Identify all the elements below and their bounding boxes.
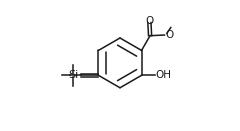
Text: O: O	[145, 16, 154, 26]
Text: Si: Si	[68, 70, 78, 80]
Text: O: O	[165, 30, 173, 40]
Text: OH: OH	[155, 70, 171, 80]
